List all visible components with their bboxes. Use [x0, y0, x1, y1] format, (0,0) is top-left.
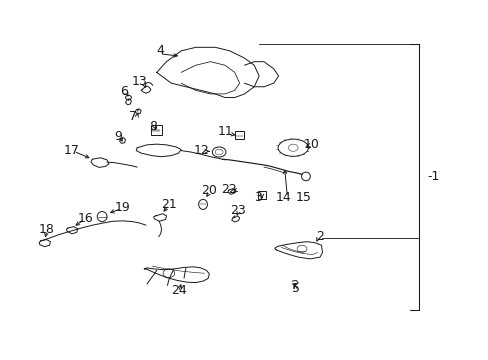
Text: 12: 12	[193, 144, 209, 157]
Text: -1: -1	[427, 170, 439, 183]
Text: 16: 16	[78, 212, 94, 225]
Text: 10: 10	[303, 138, 319, 150]
Text: 9: 9	[114, 130, 122, 143]
Text: 8: 8	[148, 120, 157, 133]
Text: 23: 23	[229, 204, 245, 217]
Text: 18: 18	[39, 223, 55, 236]
Bar	[234, 131, 243, 139]
Text: 2: 2	[316, 230, 324, 243]
Text: 5: 5	[292, 282, 300, 295]
Text: 7: 7	[129, 110, 137, 123]
Text: 20: 20	[201, 184, 217, 197]
Text: 13: 13	[132, 75, 147, 87]
Text: 14: 14	[275, 191, 291, 204]
Text: 21: 21	[161, 198, 177, 211]
Text: 22: 22	[221, 183, 236, 196]
Text: 4: 4	[156, 44, 164, 57]
Text: 17: 17	[63, 144, 79, 157]
Text: 11: 11	[218, 125, 233, 139]
Text: 19: 19	[115, 202, 130, 215]
Bar	[151, 125, 161, 135]
Bar	[258, 192, 265, 199]
Text: 6: 6	[120, 85, 127, 98]
Text: 3: 3	[254, 191, 262, 204]
Text: 15: 15	[295, 191, 311, 204]
Text: 24: 24	[170, 284, 186, 297]
